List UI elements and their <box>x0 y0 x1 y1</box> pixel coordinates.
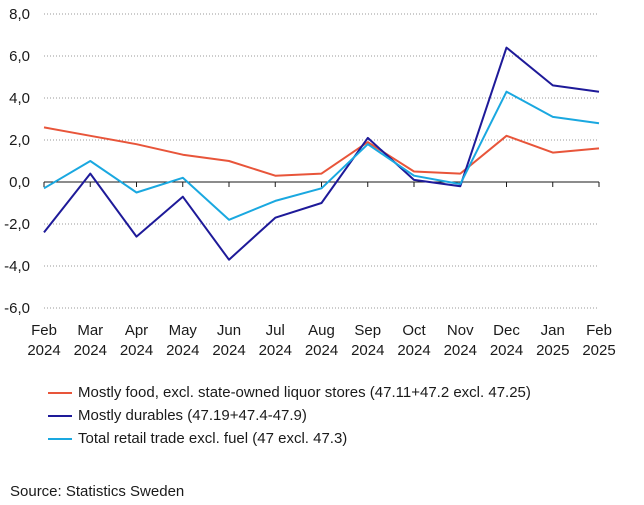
legend-label-food: Mostly food, excl. state-owned liquor st… <box>78 384 531 401</box>
x-tick-label-month: Oct <box>402 322 426 339</box>
series-lines <box>43 46 600 261</box>
x-tick-label-year: 2024 <box>166 342 199 359</box>
legend-swatch-total <box>48 437 72 440</box>
x-tick-label-month: Nov <box>447 322 474 339</box>
series-line-1 <box>43 46 600 261</box>
legend-swatch-durables <box>48 414 72 417</box>
gridlines <box>44 13 599 309</box>
legend-item-total: Total retail trade excl. fuel (47 excl. … <box>48 427 531 450</box>
x-tick-label-year: 2024 <box>351 342 384 359</box>
series-line-0 <box>43 126 600 177</box>
x-tick-label-year: 2024 <box>212 342 245 359</box>
x-tick-label-year: 2024 <box>74 342 107 359</box>
legend-label-total: Total retail trade excl. fuel (47 excl. … <box>78 430 348 447</box>
x-axis-ticks: Feb 2024 Mar 2024 Apr 2024 May 2024 Jun 2024 Jul 20… <box>27 322 615 359</box>
x-tick-label-year: 2024 <box>305 342 338 359</box>
x-tick-label-year: 2024 <box>490 342 523 359</box>
x-tick-label-month: Aug <box>308 322 335 339</box>
y-tick-label: 4,0 <box>9 90 30 107</box>
x-tick-label-year: 2024 <box>27 342 60 359</box>
x-tick-label-month: Apr <box>125 322 148 339</box>
x-tick-label-month: Jan <box>541 322 565 339</box>
x-tick-label-month: Feb <box>586 322 612 339</box>
legend-item-durables: Mostly durables (47.19+47.4-47.9) <box>48 404 531 427</box>
legend-item-food: Mostly food, excl. state-owned liquor st… <box>48 381 531 404</box>
x-tick-label-year: 2024 <box>259 342 292 359</box>
x-tick-label-year: 2024 <box>120 342 153 359</box>
x-tick-label-month: Sep <box>354 322 381 339</box>
x-tick-label-year: 2024 <box>444 342 477 359</box>
x-tick-label-month: May <box>169 322 198 339</box>
legend-label-durables: Mostly durables (47.19+47.4-47.9) <box>78 407 307 424</box>
x-tick-label-month: Feb <box>31 322 57 339</box>
x-tick-label-month: Jul <box>266 322 285 339</box>
y-tick-label: -4,0 <box>4 258 30 275</box>
legend-swatch-food <box>48 391 72 394</box>
x-tick-label-month: Jun <box>217 322 241 339</box>
series-line-2 <box>43 90 600 221</box>
y-tick-label: 0,0 <box>9 174 30 191</box>
x-tick-label-month: Mar <box>77 322 103 339</box>
x-tick-label-year: 2025 <box>582 342 615 359</box>
y-tick-label: 8,0 <box>9 6 30 23</box>
x-tick-label-month: Dec <box>493 322 520 339</box>
y-tick-label: 6,0 <box>9 48 30 65</box>
x-tick-label-year: 2024 <box>397 342 430 359</box>
y-tick-label: 2,0 <box>9 132 30 149</box>
y-axis-ticks: -6,0 -4,0 -2,0 0,0 2,0 4,0 6,0 8,0 <box>4 6 30 317</box>
y-tick-label: -6,0 <box>4 300 30 317</box>
line-chart: -6,0 -4,0 -2,0 0,0 2,0 4,0 6,0 8,0 Feb 2024 Mar 20… <box>4 6 616 359</box>
legend: Mostly food, excl. state-owned liquor st… <box>48 381 531 450</box>
y-tick-label: -2,0 <box>4 216 30 233</box>
source-note: Source: Statistics Sweden <box>10 483 185 500</box>
x-tick-label-year: 2025 <box>536 342 569 359</box>
